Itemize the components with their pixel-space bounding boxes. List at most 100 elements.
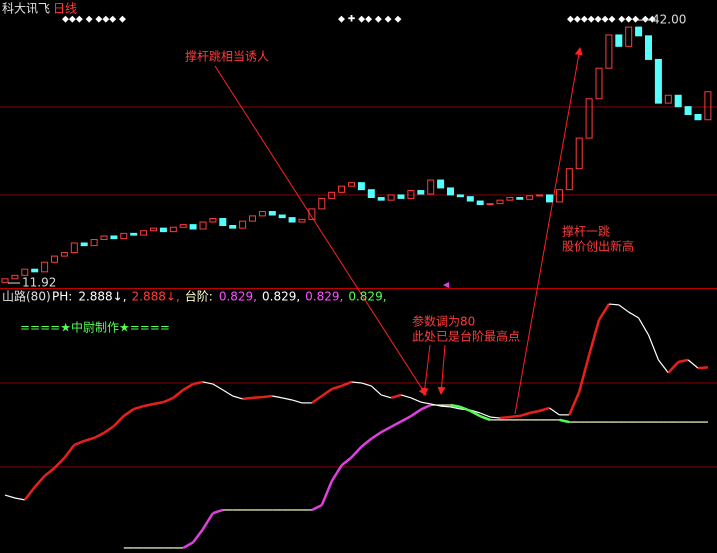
- line-segment: [272, 395, 283, 399]
- line-segment: [83, 436, 95, 443]
- line-segment: [450, 406, 461, 410]
- candle-body: [555, 189, 563, 203]
- candle-body: [100, 235, 108, 240]
- candle-body: [447, 187, 454, 196]
- line-segment: [390, 420, 402, 428]
- candle-body: [258, 211, 266, 217]
- line-segment: [539, 406, 550, 413]
- line-segment: [291, 399, 303, 404]
- line-segment: [440, 405, 451, 408]
- subtitle: ====★中尉制作★====: [20, 320, 170, 335]
- candle-body: [90, 238, 98, 247]
- candle-body: [367, 189, 375, 199]
- arrow: [514, 47, 583, 415]
- candle-body: [694, 114, 702, 121]
- line-segment: [469, 409, 481, 418]
- line-segment: [608, 303, 619, 306]
- annotation: 参数调为80: [412, 314, 475, 329]
- line-segment: [202, 381, 214, 385]
- candle-body: [546, 194, 553, 203]
- line-segment: [331, 384, 342, 391]
- candle-body: [645, 35, 652, 60]
- line-segment: [479, 415, 491, 422]
- candle-body: [328, 191, 336, 199]
- candle-body: [615, 34, 623, 47]
- candle-body: [664, 94, 672, 104]
- candle-body: [476, 200, 484, 206]
- line-segment: [381, 394, 392, 399]
- candle-body: [278, 214, 286, 219]
- line-segment: [340, 456, 353, 467]
- line-segment: [587, 319, 601, 356]
- line-segment: [410, 397, 422, 403]
- line-segment: [311, 504, 323, 512]
- candle-body: [249, 215, 256, 222]
- candle-body: [21, 268, 29, 276]
- line-segment: [499, 415, 511, 420]
- candle-body: [417, 190, 425, 195]
- signal: ◆ ✚ ◆◆ ◆ ◆ ◆: [338, 15, 401, 25]
- line-segment: [53, 457, 66, 469]
- line-segment: [509, 414, 520, 419]
- line-segment: [4, 494, 16, 499]
- line-segment: [459, 405, 471, 413]
- legend-label: 台阶:: [185, 289, 213, 304]
- candle-body: [684, 106, 692, 116]
- readout: 2.888↓,: [78, 290, 126, 304]
- line-segment: [330, 464, 343, 482]
- candle-body: [159, 227, 167, 233]
- annotation: 此处已是台阶最高点: [412, 329, 520, 344]
- readout: 0.829,: [219, 290, 257, 304]
- candle-body: [526, 195, 534, 200]
- line-segment: [33, 475, 46, 488]
- line-segment: [133, 404, 144, 411]
- candle-body: [575, 137, 583, 170]
- line-segment: [153, 400, 164, 406]
- line-segment: [677, 358, 689, 364]
- candle-body: [387, 194, 395, 201]
- candle-body: [169, 226, 177, 233]
- line-segment: [172, 388, 184, 399]
- line-segment: [93, 431, 105, 440]
- arrow: [214, 65, 427, 396]
- candle-body: [268, 211, 276, 216]
- candle-body: [605, 34, 613, 69]
- candle-body: [674, 94, 682, 108]
- low-marker-label: 11.92: [22, 276, 56, 290]
- candle-body: [209, 218, 217, 223]
- candle-body: [120, 232, 128, 240]
- line-segment: [182, 541, 194, 550]
- line-segment: [73, 439, 85, 447]
- candle-body: [140, 230, 148, 236]
- candle-body: [377, 197, 385, 201]
- candle-body: [318, 197, 326, 210]
- line-segment: [380, 425, 392, 434]
- candle-body: [407, 190, 415, 199]
- candle-body: [565, 168, 573, 191]
- candle-body: [60, 252, 68, 257]
- line-segment: [370, 385, 382, 396]
- candle-body: [11, 274, 19, 280]
- candle-body: [41, 261, 49, 273]
- line-segment: [647, 334, 659, 361]
- line-segment: [192, 528, 205, 544]
- line-segment: [14, 497, 25, 501]
- line-segment: [420, 403, 432, 411]
- candle-body: [308, 208, 316, 220]
- candle-body: [150, 227, 157, 232]
- line-segment: [192, 380, 204, 386]
- line-segment: [212, 383, 224, 391]
- candle-body: [189, 224, 197, 230]
- line-segment: [687, 359, 699, 369]
- candle-body: [625, 26, 633, 47]
- line-segment: [103, 424, 115, 434]
- candle-body: [496, 199, 504, 205]
- candle-body: [31, 268, 39, 273]
- layout: [0, 106, 717, 468]
- candle-body: [654, 58, 662, 104]
- line-segment: [201, 512, 214, 530]
- line-segment: [43, 467, 56, 477]
- arrow: [420, 344, 431, 396]
- stock-name: 科大讯飞: [2, 2, 50, 16]
